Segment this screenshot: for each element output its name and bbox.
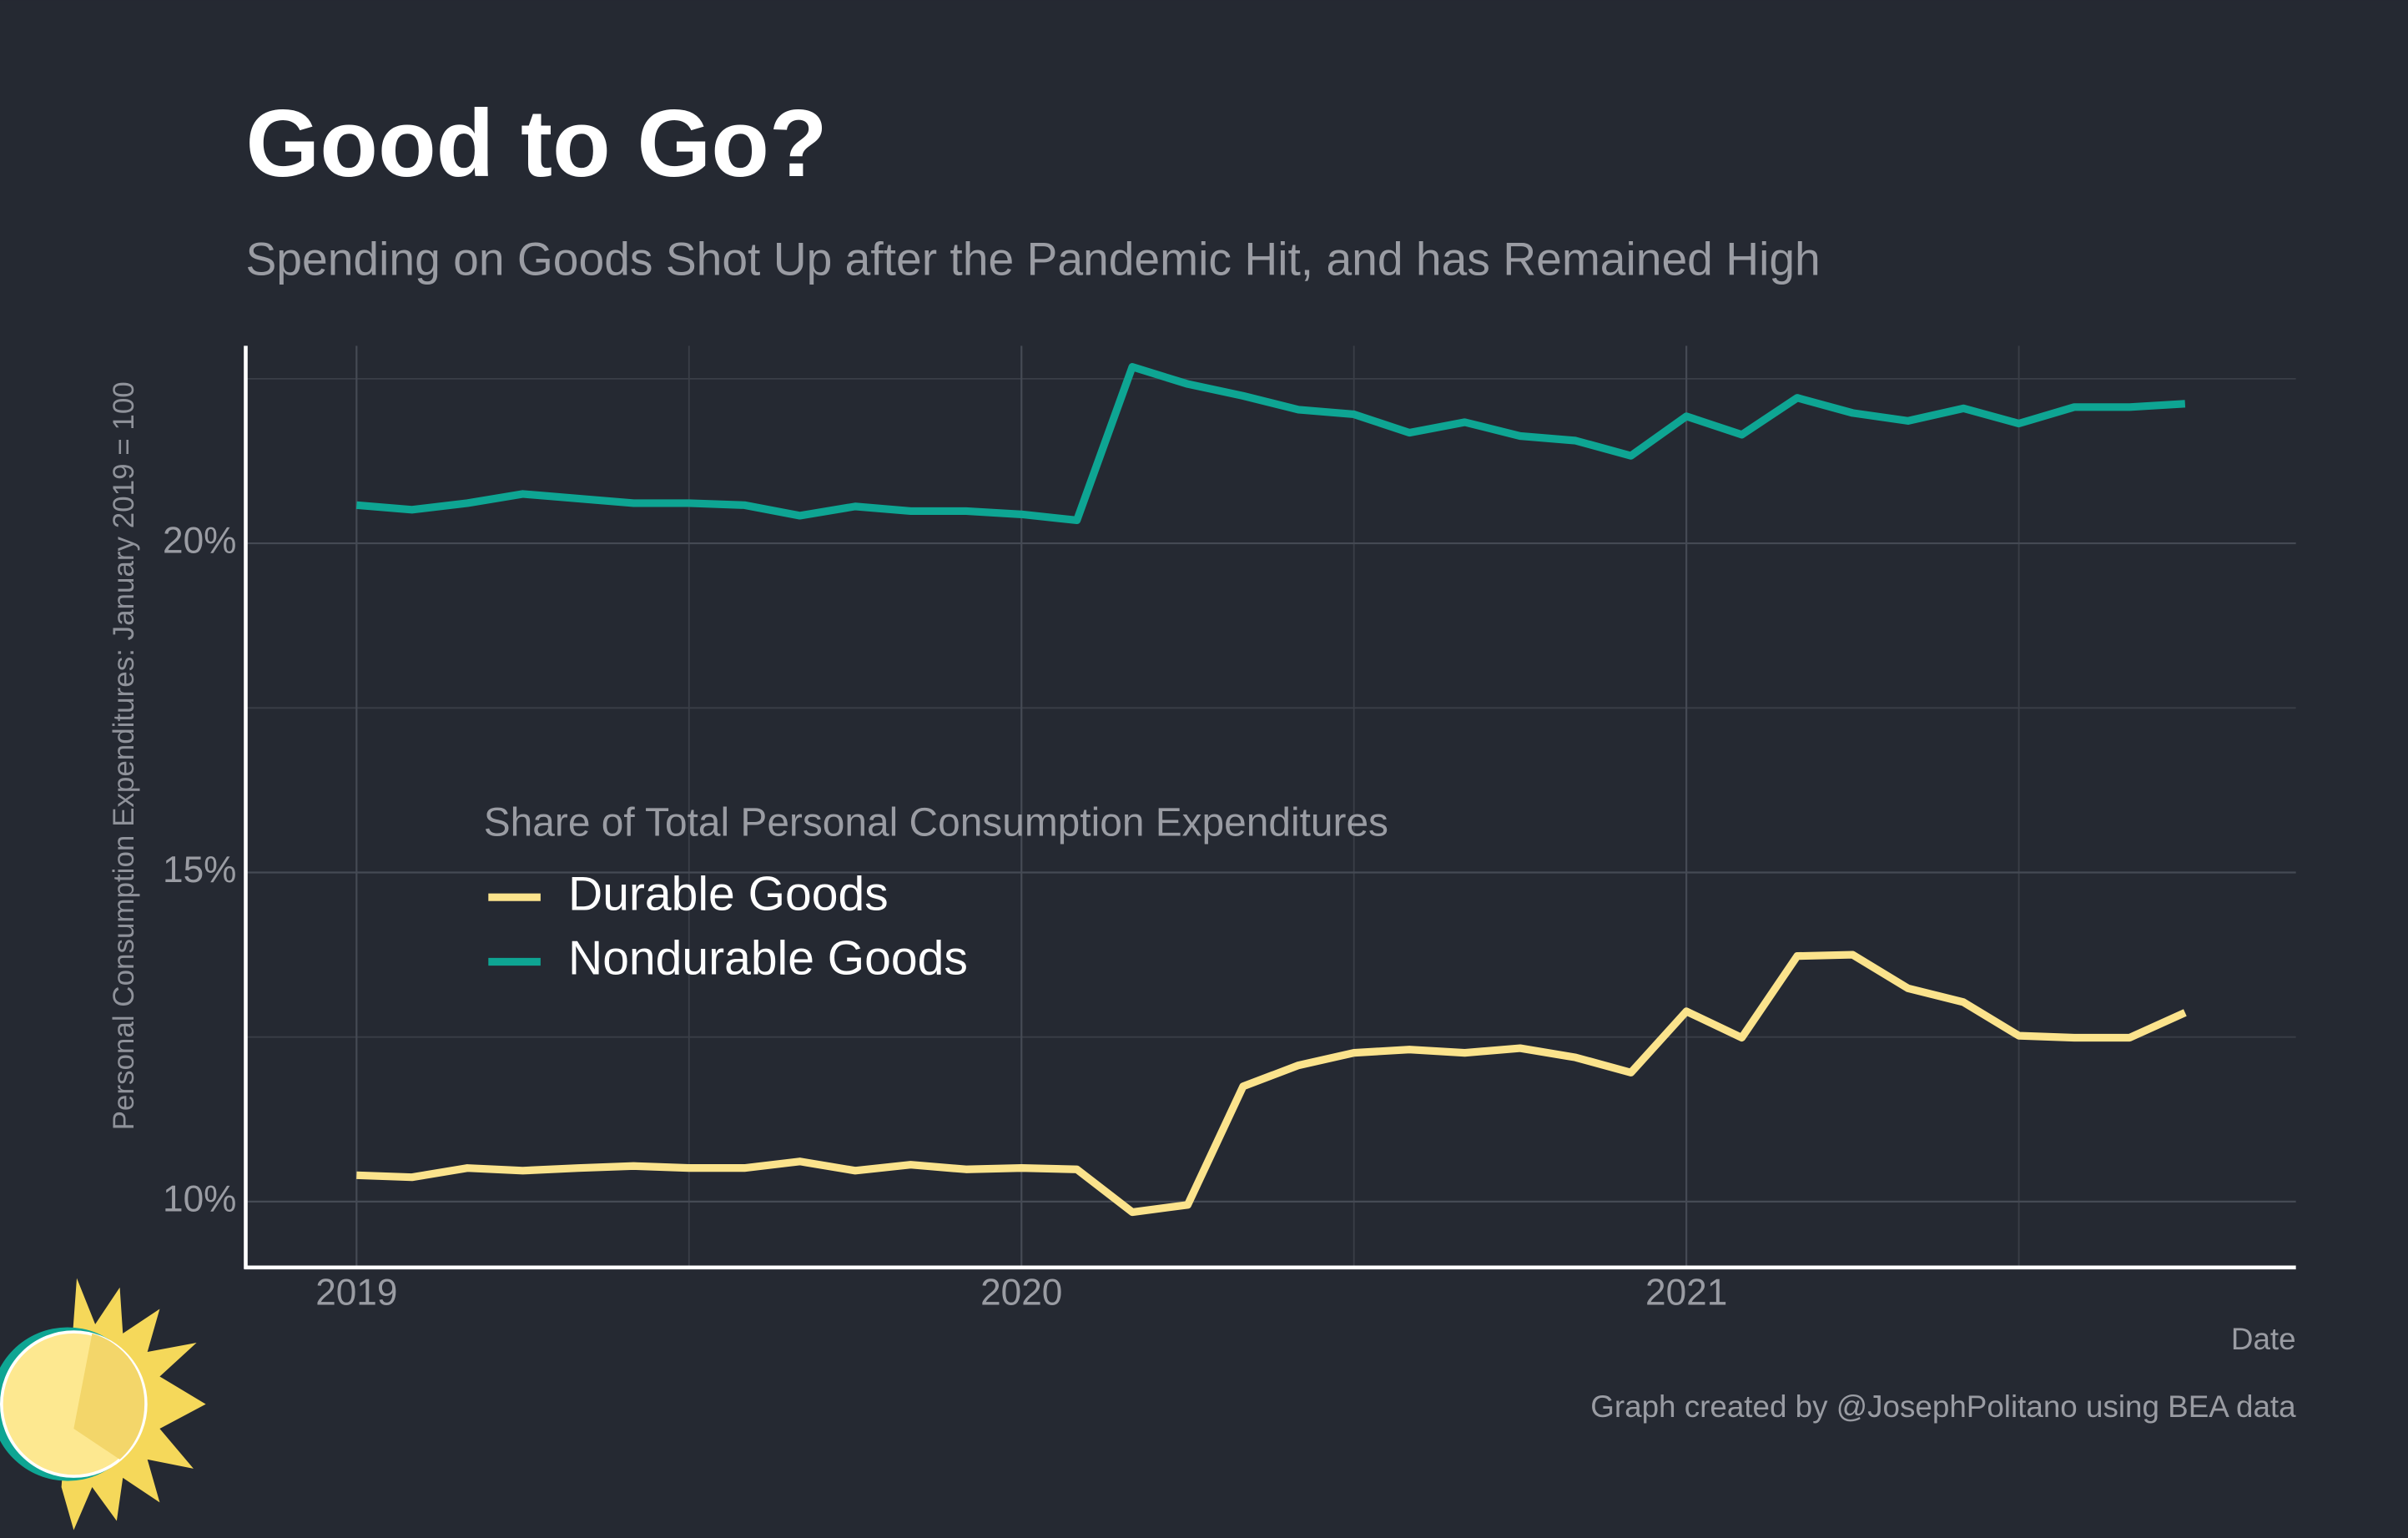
y-tick-label: 10% [163, 1179, 236, 1220]
logo [0, 1278, 206, 1530]
y-axis-title: Personal Consumption Expenditures: Janua… [108, 381, 140, 1130]
series-line [356, 951, 2187, 1217]
legend-title: Share of Total Personal Consumption Expe… [484, 800, 1388, 845]
x-tick-label: 2019 [315, 1273, 397, 1314]
y-tick-label: 20% [163, 521, 236, 562]
x-tick-label: 2020 [980, 1273, 1062, 1314]
x-axis-title: Date [2231, 1322, 2296, 1356]
chart-subtitle: Spending on Goods Shot Up after the Pand… [245, 234, 1820, 285]
chart-title: Good to Go? [245, 91, 827, 197]
y-tick-label: 15% [163, 850, 236, 890]
x-tick-label: 2021 [1645, 1273, 1727, 1314]
series-line [355, 363, 2186, 525]
caption: Graph created by @JosephPolitano using B… [1590, 1389, 2296, 1424]
legend-label: Nondurable Goods [568, 932, 968, 986]
legend-label: Durable Goods [568, 867, 889, 920]
